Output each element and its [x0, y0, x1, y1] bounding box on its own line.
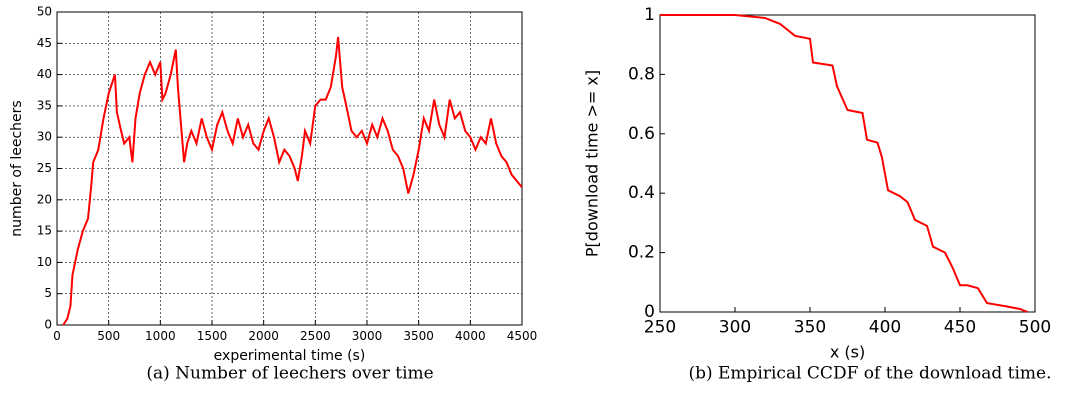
x-tick-label: 350: [794, 318, 826, 338]
y-tick-label: 0: [644, 302, 655, 322]
y-tick-label: 40: [37, 67, 52, 81]
y-tick-label: 15: [37, 224, 52, 238]
x-tick-label: 0: [53, 329, 61, 343]
x-tick-label: 4000: [455, 329, 486, 343]
y-tick-label: 35: [37, 98, 52, 112]
y-tick-label: 5: [44, 286, 52, 300]
x-tick-label: 3500: [403, 329, 434, 343]
y-tick-label: 45: [37, 36, 52, 50]
x-tick-label: 450: [944, 318, 976, 338]
x-tick-label: 300: [719, 318, 751, 338]
x-tick-label: 1000: [145, 329, 176, 343]
x-tick-label: 250: [644, 318, 676, 338]
y-tick-label: 20: [37, 192, 52, 206]
y-axis-label: P[download time >= x]: [583, 70, 602, 257]
plot-frame: [659, 14, 1036, 313]
y-tick-label: 1: [644, 5, 655, 25]
y-tick-label: 0.6: [628, 124, 655, 144]
x-axis-label: experimental time (s): [214, 348, 366, 364]
x-tick-label: 3000: [352, 329, 383, 343]
x-tick-label: 500: [1019, 318, 1051, 338]
x-tick-label: 4500: [507, 329, 538, 343]
y-tick-label: 25: [37, 161, 52, 175]
x-tick-label: 2500: [300, 329, 331, 343]
y-tick-label: 0.2: [628, 243, 655, 263]
x-tick-label: 2000: [248, 329, 279, 343]
y-tick-label: 0.4: [628, 183, 655, 203]
x-tick-label: 1500: [197, 329, 228, 343]
y-tick-label: 30: [37, 130, 52, 144]
caption: (b) Empirical CCDF of the download time.: [688, 364, 1051, 384]
data-line: [62, 36, 523, 326]
x-tick-label: 500: [97, 329, 120, 343]
plot-frame: [56, 11, 523, 326]
data-line: [660, 14, 1028, 313]
caption: (a) Number of leechers over time: [146, 364, 433, 384]
y-axis-label: number of leechers: [9, 100, 25, 236]
y-tick-label: 50: [37, 5, 52, 19]
y-tick-label: 0.8: [628, 64, 655, 84]
x-axis-label: x (s): [830, 343, 865, 362]
y-tick-label: 0: [44, 318, 52, 332]
y-tick-label: 10: [37, 255, 52, 269]
x-tick-label: 400: [869, 318, 901, 338]
